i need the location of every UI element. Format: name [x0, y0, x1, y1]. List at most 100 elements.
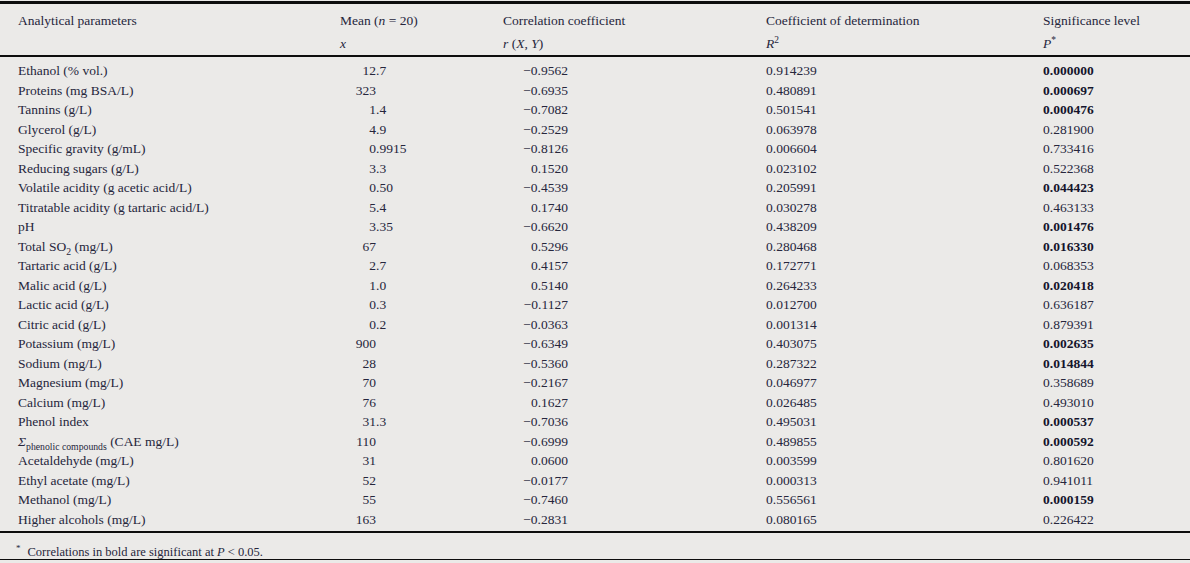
pvalue-cell: 0.000000 — [1043, 61, 1094, 81]
mean-cell: 2.7 — [330, 256, 386, 276]
determination-cell: 0.003599 — [766, 451, 817, 471]
page-bottom-rule — [0, 559, 1190, 560]
table-row: Volatile acidity (g acetic acid/L)0.50−0… — [0, 178, 1190, 198]
mean-cell: 28 — [330, 354, 376, 374]
table-row: Specific gravity (g/mL)0.9915−0.81260.00… — [0, 139, 1190, 159]
determination-cell: 0.026485 — [766, 393, 817, 413]
correlation-cell: 0.1740 — [500, 198, 568, 218]
param-cell: Total SO2 (mg/L) — [18, 237, 113, 257]
param-cell: Citric acid (g/L) — [18, 315, 106, 335]
table-row: Methanol (mg/L)55−0.74600.5565610.000159 — [0, 490, 1190, 510]
table-row: Malic acid (g/L)1.00.51400.2642330.02041… — [0, 276, 1190, 296]
correlation-cell: −0.8126 — [500, 139, 568, 159]
param-cell: Specific gravity (g/mL) — [18, 139, 145, 159]
param-cell: Phenol index — [18, 412, 89, 432]
determination-cell: 0.501541 — [766, 100, 817, 120]
determination-cell: 0.006604 — [766, 139, 817, 159]
correlation-cell: −0.6620 — [500, 217, 568, 237]
mean-cell: 3.3 — [330, 159, 386, 179]
determination-cell: 0.063978 — [766, 120, 817, 140]
param-cell: Ethanol (% vol.) — [18, 61, 108, 81]
table-row: Citric acid (g/L)0.2−0.03630.0013140.879… — [0, 315, 1190, 335]
top-rule — [0, 1, 1190, 4]
param-cell: Sodium (mg/L) — [18, 354, 102, 374]
table-header: Analytical parameters Mean (n = 20) x Co… — [0, 9, 1190, 55]
correlation-cell: −0.6999 — [500, 432, 568, 452]
mean-cell: 76 — [330, 393, 376, 413]
correlation-cell: −0.1127 — [500, 295, 568, 315]
correlation-cell: −0.2167 — [500, 373, 568, 393]
pvalue-cell: 0.000537 — [1043, 412, 1094, 432]
mean-cell: 12.7 — [330, 61, 386, 81]
param-cell: Σphenolic compounds (CAE mg/L) — [18, 432, 179, 452]
param-cell: Volatile acidity (g acetic acid/L) — [18, 178, 192, 198]
determination-cell: 0.172771 — [766, 256, 817, 276]
param-cell: Reducing sugars (g/L) — [18, 159, 139, 179]
table-row: Potassium (mg/L)900−0.63490.4030750.0026… — [0, 334, 1190, 354]
correlation-cell: −0.0177 — [500, 471, 568, 491]
param-cell: Proteins (mg BSA/L) — [18, 81, 134, 101]
correlation-cell: −0.7082 — [500, 100, 568, 120]
table-row: Acetaldehyde (mg/L)310.06000.0035990.801… — [0, 451, 1190, 471]
param-cell: Potassium (mg/L) — [18, 334, 115, 354]
pvalue-cell: 0.000476 — [1043, 100, 1094, 120]
determination-cell: 0.012700 — [766, 295, 817, 315]
table-row: Magnesium (mg/L)70−0.21670.0469770.35868… — [0, 373, 1190, 393]
pvalue-cell: 0.068353 — [1043, 256, 1094, 276]
mean-cell: 0.2 — [330, 315, 386, 335]
pvalue-cell: 0.001476 — [1043, 217, 1094, 237]
mean-cell: 52 — [330, 471, 376, 491]
correlation-cell: −0.7460 — [500, 490, 568, 510]
mean-cell: 0.3 — [330, 295, 386, 315]
param-cell: Titratable acidity (g tartaric acid/L) — [18, 198, 209, 218]
table-row: Ethanol (% vol.)12.7−0.95620.9142390.000… — [0, 61, 1190, 81]
header-line2: x — [340, 32, 418, 55]
correlation-cell: 0.5140 — [500, 276, 568, 296]
determination-cell: 0.023102 — [766, 159, 817, 179]
mean-cell: 110 — [330, 432, 376, 452]
header-line1: Analytical parameters — [18, 9, 137, 32]
correlation-cell: −0.2529 — [500, 120, 568, 140]
header-line2: P* — [1043, 32, 1140, 55]
correlation-cell: −0.5360 — [500, 354, 568, 374]
pvalue-cell: 0.801620 — [1043, 451, 1094, 471]
mean-cell: 3.35 — [330, 217, 393, 237]
param-cell: Tannins (g/L) — [18, 100, 92, 120]
correlation-cell: −0.7036 — [500, 412, 568, 432]
pvalue-cell: 0.016330 — [1043, 237, 1094, 257]
mean-cell: 55 — [330, 490, 376, 510]
header-coefficient-of-determination: Coefficient of determination R2 — [766, 9, 919, 55]
table-row: Sodium (mg/L)28−0.53600.2873220.014844 — [0, 354, 1190, 374]
table-row: Total SO2 (mg/L)670.52960.2804680.016330 — [0, 237, 1190, 257]
determination-cell: 0.000313 — [766, 471, 817, 491]
mean-cell: 5.4 — [330, 198, 386, 218]
correlation-cell: −0.6349 — [500, 334, 568, 354]
table-row: Glycerol (g/L)4.9−0.25290.0639780.281900 — [0, 120, 1190, 140]
header-line2 — [18, 32, 137, 55]
mean-cell: 900 — [330, 334, 376, 354]
header-line2: R2 — [766, 32, 919, 55]
table-body: Ethanol (% vol.)12.7−0.95620.9142390.000… — [0, 61, 1190, 529]
param-cell: Tartaric acid (g/L) — [18, 256, 117, 276]
header-significance-level: Significance level P* — [1043, 9, 1140, 55]
table-row: Calcium (mg/L)760.16270.0264850.493010 — [0, 393, 1190, 413]
determination-cell: 0.438209 — [766, 217, 817, 237]
pvalue-cell: 0.358689 — [1043, 373, 1094, 393]
determination-cell: 0.287322 — [766, 354, 817, 374]
determination-cell: 0.205991 — [766, 178, 817, 198]
mean-cell: 67 — [330, 237, 376, 257]
determination-cell: 0.280468 — [766, 237, 817, 257]
determination-cell: 0.264233 — [766, 276, 817, 296]
param-cell: Ethyl acetate (mg/L) — [18, 471, 130, 491]
pvalue-cell: 0.226422 — [1043, 510, 1094, 530]
param-cell: Higher alcohols (mg/L) — [18, 510, 145, 530]
correlation-cell: −0.9562 — [500, 61, 568, 81]
footnote-text: Correlations in bold are significant at … — [28, 545, 264, 559]
header-correlation-coefficient: Correlation coefficient r (X, Y) — [503, 9, 625, 55]
correlation-cell: −0.2831 — [500, 510, 568, 530]
determination-cell: 0.489855 — [766, 432, 817, 452]
table-row: Lactic acid (g/L)0.3−0.11270.0127000.636… — [0, 295, 1190, 315]
header-divider-rule — [0, 55, 1190, 57]
pvalue-cell: 0.281900 — [1043, 120, 1094, 140]
table-row: Tannins (g/L)1.4−0.70820.5015410.000476 — [0, 100, 1190, 120]
